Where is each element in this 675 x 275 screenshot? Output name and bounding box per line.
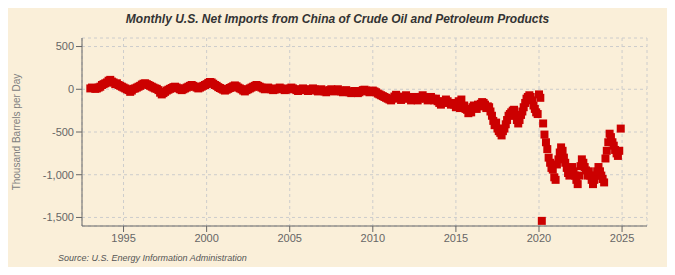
svg-text:2025: 2025 bbox=[610, 232, 634, 244]
svg-text:1995: 1995 bbox=[111, 232, 135, 244]
svg-text:-1,000: -1,000 bbox=[43, 169, 74, 181]
svg-text:-500: -500 bbox=[52, 126, 74, 138]
html-text:Monthly U.S. Net Imports from: Monthly U.S. Net Imports from China of C… bbox=[125, 12, 550, 26]
svg-text:-1,500: -1,500 bbox=[43, 211, 74, 223]
svg-text:2015: 2015 bbox=[444, 232, 468, 244]
svg-text:Thousand Barrels per Day: Thousand Barrels per Day bbox=[11, 74, 22, 191]
html-text:Source: U.S. Energy Informatio: Source: U.S. Energy Information Administ… bbox=[58, 253, 247, 263]
svg-text:500: 500 bbox=[56, 40, 74, 52]
svg-text:2000: 2000 bbox=[194, 232, 218, 244]
svg-text:2020: 2020 bbox=[527, 232, 551, 244]
svg-text:2010: 2010 bbox=[361, 232, 385, 244]
svg-text:2005: 2005 bbox=[277, 232, 301, 244]
svg-text:0: 0 bbox=[68, 83, 74, 95]
